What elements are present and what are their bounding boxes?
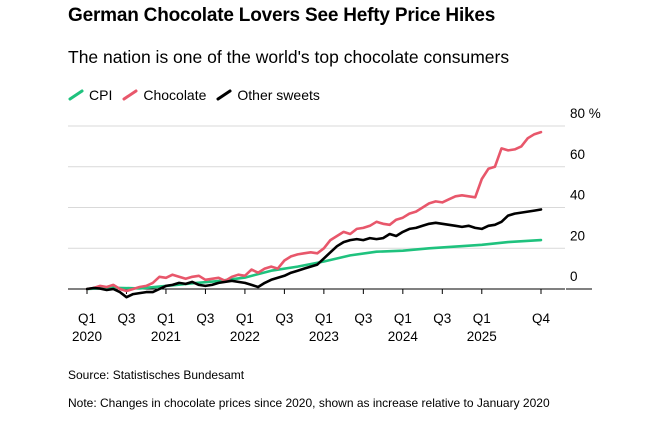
y-tick-label: 80 % [570,106,601,121]
x-tick-label: Q1 [78,311,96,326]
legend-swatch-cpi [68,89,84,101]
x-tick-label: Q4 [532,311,551,326]
x-tick-label: Q3 [117,311,135,326]
legend-item-cpi: CPI [68,87,112,103]
line-chart: 80 % 60 40 20 0 Q1 2020 Q3 Q1 2021 Q3 Q1 2022 Q3 Q1 202… [68,106,601,344]
legend: CPI Chocolate Other sweets [68,87,330,103]
legend-label-other-sweets: Other sweets [237,87,320,103]
legend-label-cpi: CPI [89,87,113,103]
x-tick-year-label: 2020 [72,329,102,344]
chart-title: German Chocolate Lovers See Hefty Price … [68,5,496,26]
legend-swatch-chocolate [122,89,138,101]
legend-item-other-sweets: Other sweets [216,87,320,103]
x-tick-label: Q3 [196,311,214,326]
x-tick-label: Q1 [473,311,491,326]
y-tick-label: 40 [570,188,585,203]
y-tick-label: 60 [570,147,585,162]
series-line-chocolate [85,130,543,293]
x-tick-label: Q1 [157,311,175,326]
legend-swatch-other-sweets [216,89,232,101]
x-tick-label: Q1 [315,311,333,326]
chart-subtitle: The nation is one of the world's top cho… [68,47,510,67]
source-note: Source: Statistisches Bundesamt [68,368,245,382]
series-line-cpi [85,238,543,291]
x-tick-year-label: 2021 [151,329,181,344]
x-tick-year-label: 2022 [230,329,260,344]
footnote: Note: Changes in chocolate prices since … [68,396,550,410]
x-tick-year-label: 2025 [467,329,497,344]
series-line-other-sweets [85,208,543,299]
legend-label-chocolate: Chocolate [143,87,207,103]
x-tick-year-label: 2023 [309,329,339,344]
x-tick-label: Q3 [433,311,451,326]
x-tick-label: Q3 [275,311,293,326]
x-tick-label: Q1 [394,311,412,326]
y-tick-label: 0 [570,269,578,284]
x-tick-label: Q3 [354,311,372,326]
legend-item-chocolate: Chocolate [122,87,206,103]
y-tick-label: 20 [570,228,585,243]
x-tick-label: Q1 [236,311,254,326]
x-tick-year-label: 2024 [388,329,419,344]
